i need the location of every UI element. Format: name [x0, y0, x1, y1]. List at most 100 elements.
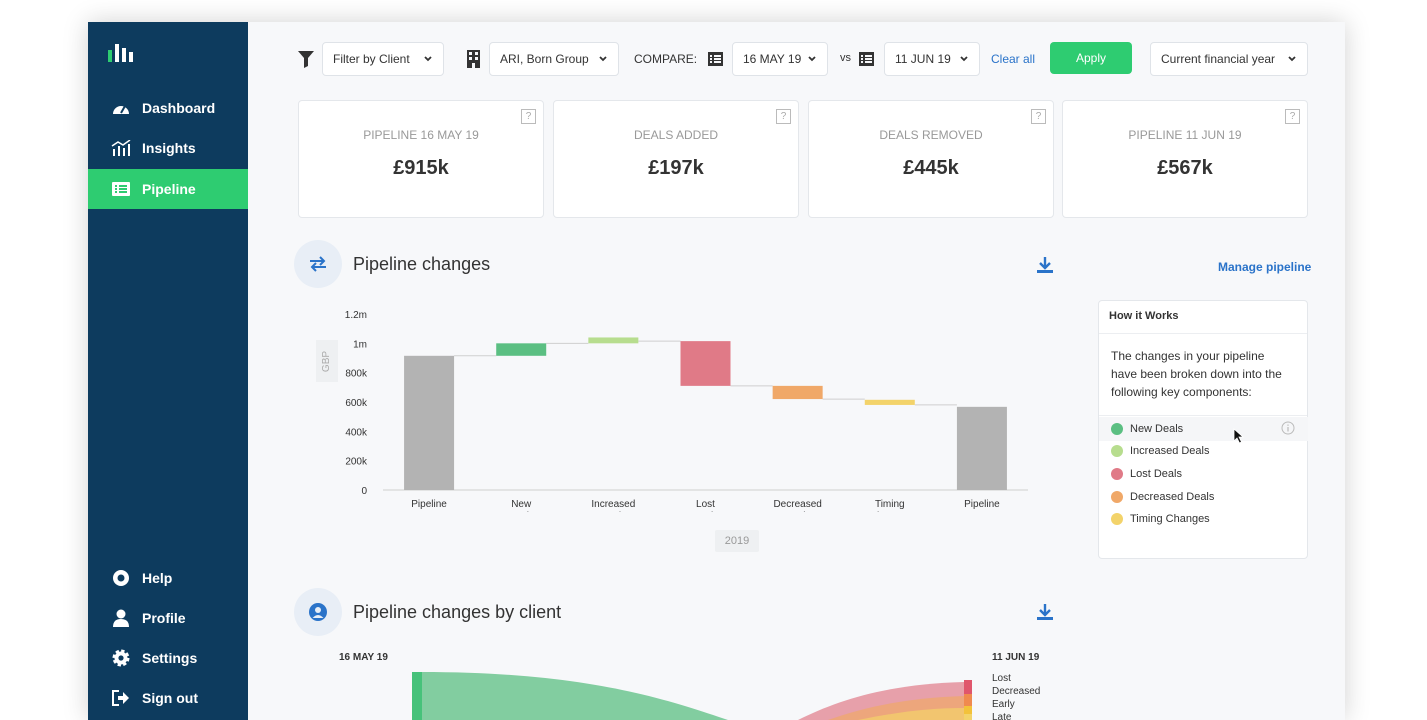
legend-item-timing-changes[interactable]: Timing Changes: [1111, 511, 1210, 527]
sankey-left-date: 16 MAY 19: [339, 652, 388, 663]
sidebar-item-settings[interactable]: Settings: [88, 638, 248, 678]
sidebar-item-insights[interactable]: Insights: [88, 128, 248, 168]
period-value: Current financial year: [1161, 52, 1276, 66]
help-question-icon[interactable]: ?: [776, 109, 791, 124]
filter-client-dropdown[interactable]: Filter by Client: [322, 42, 444, 76]
download-icon[interactable]: [1036, 603, 1054, 621]
kpi-deals-added: ? DEALS ADDED £197k: [553, 100, 799, 218]
kpi-value: £197k: [648, 157, 704, 179]
sankey-label-lost: Lost: [992, 673, 1011, 684]
sidebar-item-profile[interactable]: Profile: [88, 598, 248, 638]
apply-button[interactable]: Apply: [1050, 42, 1132, 74]
period-dropdown[interactable]: Current financial year: [1150, 42, 1308, 76]
x-tick-label: 11 JUN 19: [959, 511, 1006, 512]
sankey-label-decreased: Decreased: [992, 686, 1041, 697]
sidebar-item-label: Settings: [142, 650, 198, 666]
legend-dot: [1111, 423, 1123, 435]
x-tick-label: Changes: [870, 511, 910, 512]
legend-label: Timing Changes: [1130, 513, 1210, 525]
y-tick-label: 600k: [345, 398, 368, 409]
manage-pipeline-link[interactable]: Manage pipeline: [1218, 260, 1312, 274]
sankey-node-late: [964, 714, 972, 720]
building-icon: [467, 50, 480, 68]
client-select-dropdown[interactable]: ARI, Born Group: [489, 42, 619, 76]
vs-label: vs: [840, 52, 851, 64]
sidebar-item-help[interactable]: Help: [88, 558, 248, 598]
sidebar: Dashboard Insights Pipeline Help Profile: [88, 22, 248, 720]
legend-item-lost-deals[interactable]: Lost Deals: [1111, 466, 1182, 482]
sidebar-item-label: Pipeline: [142, 181, 196, 197]
legend-label: New Deals: [1130, 423, 1184, 435]
gear-icon: [110, 649, 132, 667]
clear-all-link[interactable]: Clear all: [991, 52, 1036, 66]
chevron-down-icon: [808, 56, 816, 62]
client-changes-title: Pipeline changes by client: [353, 602, 562, 622]
app-window: Dashboard Insights Pipeline Help Profile: [88, 22, 1345, 720]
x-tick-label: Pipeline: [964, 499, 1000, 510]
legend-row-highlight: [1099, 417, 1308, 441]
calendar-icon: [708, 52, 723, 66]
lifebuoy-icon: [110, 569, 132, 587]
x-tick-label: Pipeline: [411, 499, 447, 510]
legend-label: Lost Deals: [1130, 468, 1182, 480]
download-icon[interactable]: [1036, 256, 1054, 274]
legend-item-decreased-deals[interactable]: Decreased Deals: [1111, 489, 1214, 505]
sidebar-item-dashboard[interactable]: Dashboard: [88, 88, 248, 128]
speedometer-icon: [110, 99, 132, 117]
x-tick-label: 16 MAY 19: [405, 511, 454, 512]
sidebar-item-sign-out[interactable]: Sign out: [88, 678, 248, 718]
filter-client-label: Filter by Client: [333, 52, 410, 66]
waterfall-bar: [864, 399, 915, 405]
waterfall-bar: [772, 385, 823, 400]
y-tick-label: 1.2m: [345, 310, 367, 321]
legend-dot: [1111, 513, 1123, 525]
x-tick-label: Lost: [696, 499, 715, 510]
sankey-flow-green: [422, 672, 728, 720]
x-tick-label: Deals: [601, 511, 627, 512]
help-question-icon[interactable]: ?: [1031, 109, 1046, 124]
legend-label: Decreased Deals: [1130, 491, 1215, 503]
info-icon[interactable]: [1281, 421, 1295, 435]
date-to-dropdown[interactable]: 11 JUN 19: [884, 42, 980, 76]
list-icon: [110, 180, 132, 198]
kpi-pipeline-start: ? PIPELINE 16 MAY 19 £915k: [298, 100, 544, 218]
sidebar-item-pipeline[interactable]: Pipeline: [88, 169, 248, 209]
main-content: Filter by Client ARI, Born Group COMPARE…: [248, 22, 1345, 720]
kpi-value: £567k: [1157, 157, 1213, 179]
client-select-value: ARI, Born Group: [500, 52, 589, 66]
kpi-label: PIPELINE 16 MAY 19: [363, 128, 479, 142]
sidebar-item-label: Profile: [142, 610, 186, 626]
legend-item-increased-deals[interactable]: Increased Deals: [1111, 443, 1210, 459]
chevron-down-icon: [1288, 56, 1296, 62]
how-it-works-title: How it Works: [1109, 310, 1179, 322]
sankey-source-node: [412, 672, 422, 720]
kpi-value: £915k: [393, 157, 449, 179]
help-question-icon[interactable]: ?: [1285, 109, 1300, 124]
kpi-label: DEALS REMOVED: [879, 128, 983, 142]
filter-toolbar: Filter by Client ARI, Born Group COMPARE…: [298, 42, 1308, 76]
sidebar-item-label: Insights: [142, 140, 196, 156]
sankey-node-decreased: [964, 694, 972, 706]
app-logo[interactable]: [108, 44, 140, 62]
waterfall-bar: [956, 406, 1007, 490]
x-tick-label: Decreased: [773, 499, 821, 510]
y-axis-unit-label: GBP: [316, 340, 338, 382]
x-tick-label: Deals: [693, 511, 719, 512]
x-tick-label: Deals: [508, 511, 534, 512]
y-tick-label: 200k: [345, 457, 368, 468]
legend-label: Increased Deals: [1130, 445, 1210, 457]
client-sankey-chart: [412, 672, 972, 720]
sankey-node-lost: [964, 680, 972, 694]
user-icon: [110, 609, 132, 627]
chevron-down-icon: [960, 56, 968, 62]
pipeline-changes-title: Pipeline changes: [353, 254, 491, 274]
chevron-down-icon: [599, 56, 607, 62]
help-question-icon[interactable]: ?: [521, 109, 536, 124]
legend-item-new-deals[interactable]: New Deals: [1111, 421, 1183, 437]
y-tick-label: 800k: [345, 369, 368, 380]
x-tick-label: Deals: [785, 511, 811, 512]
date-from-dropdown[interactable]: 16 MAY 19: [732, 42, 828, 76]
waterfall-bar: [588, 337, 639, 344]
chart-icon: [110, 139, 132, 157]
